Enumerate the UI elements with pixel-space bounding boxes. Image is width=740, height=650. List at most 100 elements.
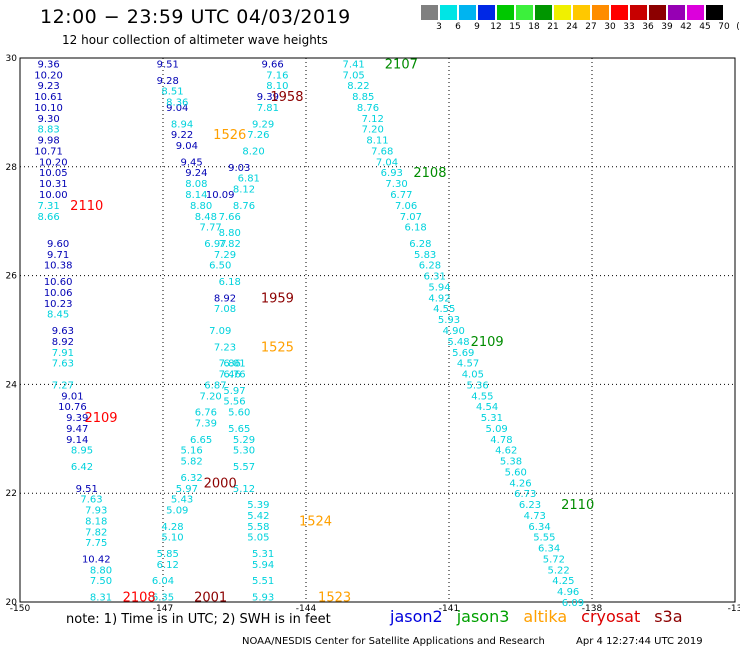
wave-height-label: 4.28 [161, 522, 183, 533]
legend-swatch [611, 5, 628, 20]
wave-height-label: 7.63 [80, 495, 102, 506]
wave-height-label: 7.16 [266, 70, 288, 81]
legend-label: 42 [680, 22, 692, 32]
wave-height-label: 5.83 [414, 250, 436, 261]
wave-height-label: 6.28 [419, 261, 441, 272]
wave-height-label: 7.91 [52, 348, 74, 359]
wave-height-label: 6.76 [195, 408, 217, 419]
wave-height-label: 5.48 [447, 337, 469, 348]
wave-height-label: 8.11 [366, 136, 388, 147]
wave-height-label: 5.39 [247, 500, 269, 511]
legend-label: (ft) [736, 22, 740, 32]
wave-height-label: 5.30 [233, 446, 255, 457]
pass-time-label: 2108 [123, 591, 156, 606]
wave-height-label: 7.06 [395, 201, 417, 212]
pass-time-label: 1524 [299, 514, 332, 529]
wave-height-label: 7.09 [209, 326, 231, 337]
wave-height-label: 10.76 [58, 402, 87, 413]
wave-height-label: 8.76 [233, 201, 255, 212]
wave-height-label: 8.51 [161, 87, 183, 98]
wave-height-label: 5.85 [157, 549, 179, 560]
y-tick-label: 22 [6, 489, 17, 499]
wave-height-label: 5.60 [505, 467, 527, 478]
legend-swatch [573, 5, 590, 20]
satellite-jason2: jason2 [390, 607, 443, 626]
wave-height-label: 8.80 [219, 228, 241, 239]
wave-height-label: 5.57 [233, 462, 255, 473]
wave-height-label: 5.42 [247, 511, 269, 522]
legend-label: 70 [718, 22, 730, 32]
x-tick-label: -147 [153, 604, 173, 614]
wave-height-label: 5.55 [533, 533, 555, 544]
wave-height-label: 7.66 [219, 212, 241, 223]
legend-label: 27 [585, 22, 597, 32]
pass-time-label: 2109 [471, 335, 504, 350]
wave-height-label: 9.39 [257, 92, 279, 103]
legend-swatch [649, 5, 666, 20]
wave-height-label: 6.04 [152, 576, 174, 587]
satellite-altika: altika [523, 607, 568, 626]
wave-height-label: 8.66 [37, 212, 59, 223]
wave-height-label: 8.92 [214, 293, 236, 304]
legend-label: 24 [566, 22, 578, 32]
wave-height-label: 8.85 [352, 92, 374, 103]
x-tick-label: -141 [439, 604, 459, 614]
pass-time-label: 1523 [318, 591, 351, 606]
pass-time-label: 1526 [213, 128, 246, 143]
wave-height-label: 7.04 [376, 157, 398, 168]
wave-height-label: 6.73 [514, 489, 536, 500]
wave-height-label: 5.93 [252, 593, 274, 604]
wave-height-label: 7.31 [37, 201, 59, 212]
wave-height-label: 7.39 [195, 418, 217, 429]
wave-height-label: 9.45 [180, 157, 202, 168]
pass-time-label: 1959 [261, 291, 294, 306]
wave-height-label: 5.97 [176, 484, 198, 495]
wave-height-label: 6.42 [71, 462, 93, 473]
pass-time-label: 1958 [270, 90, 303, 105]
wave-height-label: 7.77 [200, 223, 222, 234]
wave-height-label: 4.26 [509, 478, 531, 489]
wave-height-label: 4.78 [490, 435, 512, 446]
wave-height-label: 5.36 [466, 380, 488, 391]
wave-height-label: 7.81 [257, 103, 279, 114]
wave-height-label: 6.81 [238, 174, 260, 185]
pass-time-label: 2108 [413, 166, 446, 181]
wave-height-label: 5.09 [486, 424, 508, 435]
satellite-jason3: jason3 [456, 607, 510, 626]
legend-label: 9 [474, 22, 480, 32]
satellite-s3a: s3a [654, 607, 683, 626]
wave-height-label: 6.01 [223, 359, 245, 370]
wave-height-label: 5.16 [180, 446, 202, 457]
wave-height-label: 10.06 [44, 288, 73, 299]
wave-height-label: 5.72 [543, 554, 565, 565]
wave-height-label: 5.94 [428, 282, 450, 293]
wave-height-label: 5.65 [228, 424, 250, 435]
wave-height-label: 8.80 [190, 201, 212, 212]
wave-height-label: 9.66 [262, 59, 284, 70]
wave-height-label: 6.34 [538, 544, 560, 555]
wave-height-label: 8.31 [90, 593, 112, 604]
wave-height-label: 10.38 [44, 261, 73, 272]
footer-org: NOAA/NESDIS Center for Satellite Applica… [242, 636, 545, 647]
wave-height-label: 6.97 [204, 239, 226, 250]
wave-height-label: 9.60 [47, 239, 69, 250]
wave-height-label: 6.50 [209, 261, 231, 272]
wave-height-label: 6.65 [190, 435, 212, 446]
legend-label: 6 [455, 22, 461, 32]
wave-height-label: 5.29 [233, 435, 255, 446]
wave-height-label: 7.08 [214, 304, 236, 315]
legend-label: 15 [509, 22, 521, 32]
legend-label: 30 [604, 22, 616, 32]
wave-height-label: 8.22 [347, 81, 369, 92]
wave-height-label: 9.22 [171, 130, 193, 141]
pass-time-label: 2109 [84, 411, 117, 426]
y-tick-label: 20 [6, 598, 18, 608]
wave-height-label: 7.20 [362, 125, 384, 136]
satellite-cryosat: cryosat [581, 607, 641, 626]
wave-height-label: 9.51 [157, 59, 179, 70]
wave-height-label: 7.07 [400, 212, 422, 223]
wave-height-label: 8.45 [47, 310, 69, 321]
legend-swatch [421, 5, 438, 20]
wave-height-label: 6.18 [405, 223, 427, 234]
